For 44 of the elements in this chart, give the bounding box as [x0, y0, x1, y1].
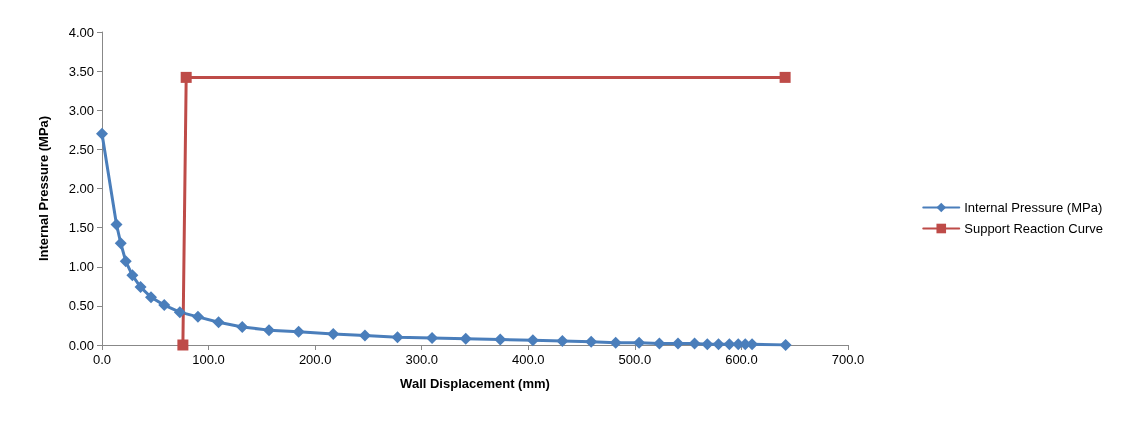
y-tick-label: 4.00 [68, 24, 94, 40]
point [110, 218, 123, 231]
x-tick-label: 200.0 [298, 352, 332, 367]
point [236, 321, 249, 333]
x-tick-label: 100.0 [192, 352, 225, 367]
point [779, 339, 792, 351]
point [145, 291, 158, 304]
y-tick-label: 3.50 [68, 63, 94, 79]
point [263, 324, 275, 337]
point [173, 306, 186, 319]
point [633, 336, 646, 349]
legend-label: Support Reaction Curve [964, 221, 1104, 236]
point [585, 335, 598, 348]
point [119, 255, 132, 268]
y-tick-label: 2.00 [68, 181, 94, 196]
y-tick-label: 2.50 [68, 141, 94, 157]
y-tick-label: 3.00 [68, 102, 94, 118]
point [177, 339, 189, 351]
x-tick-label: 400.0 [512, 352, 545, 367]
x-tick-label: 700.0 [831, 352, 865, 367]
point [158, 299, 171, 312]
y-tick-label: 0.50 [68, 298, 94, 314]
point [494, 333, 507, 346]
point [212, 316, 225, 329]
y-tick-label: 1.50 [68, 220, 94, 236]
x-axis-title: Wall Displacement (mm) [400, 376, 550, 391]
x-tick-label: 500.0 [618, 352, 652, 367]
point [180, 71, 192, 83]
x-tick-label: 0.0 [92, 352, 112, 367]
point [114, 237, 127, 250]
point [134, 281, 147, 294]
y-tick-label: 1.00 [68, 259, 94, 275]
point [556, 335, 569, 348]
point [779, 71, 791, 83]
point [358, 329, 371, 342]
x-tick-label: 300.0 [405, 352, 438, 367]
point [96, 127, 108, 140]
y-axis-title: Internal Pressure (MPa) [36, 115, 51, 262]
legend-label: Internal Pressure (MPa) [964, 200, 1103, 215]
point [391, 331, 404, 344]
y-tick-label: 0.00 [68, 337, 94, 353]
point [126, 269, 139, 282]
point [191, 310, 204, 323]
x-tick-label: 600.0 [725, 352, 758, 367]
